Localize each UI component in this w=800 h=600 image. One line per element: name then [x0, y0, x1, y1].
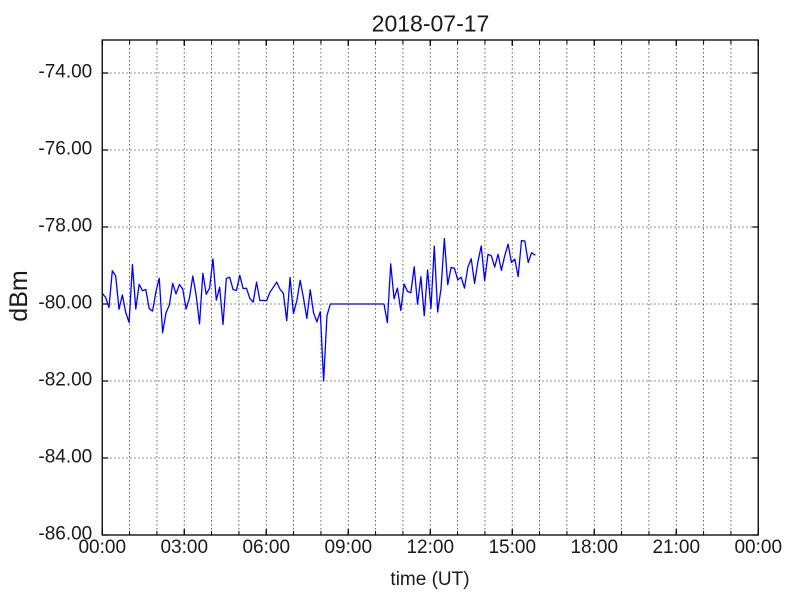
svg-text:18:00: 18:00 [570, 537, 618, 558]
svg-text:-78.00: -78.00 [38, 216, 92, 237]
svg-text:09:00: 09:00 [324, 537, 372, 558]
svg-text:-86.00: -86.00 [38, 524, 92, 545]
svg-text:03:00: 03:00 [160, 537, 208, 558]
svg-text:-80.00: -80.00 [38, 293, 92, 314]
svg-text:2018-07-17: 2018-07-17 [372, 11, 490, 37]
svg-text:dBm: dBm [5, 270, 33, 321]
svg-text:time (UT): time (UT) [390, 569, 469, 590]
svg-text:06:00: 06:00 [242, 537, 290, 558]
svg-text:15:00: 15:00 [488, 537, 536, 558]
svg-text:21:00: 21:00 [652, 537, 700, 558]
svg-text:-82.00: -82.00 [38, 370, 92, 391]
svg-text:00:00: 00:00 [734, 537, 782, 558]
svg-text:-74.00: -74.00 [38, 62, 92, 83]
svg-text:-84.00: -84.00 [38, 447, 92, 468]
svg-text:-76.00: -76.00 [38, 139, 92, 160]
svg-text:12:00: 12:00 [406, 537, 454, 558]
